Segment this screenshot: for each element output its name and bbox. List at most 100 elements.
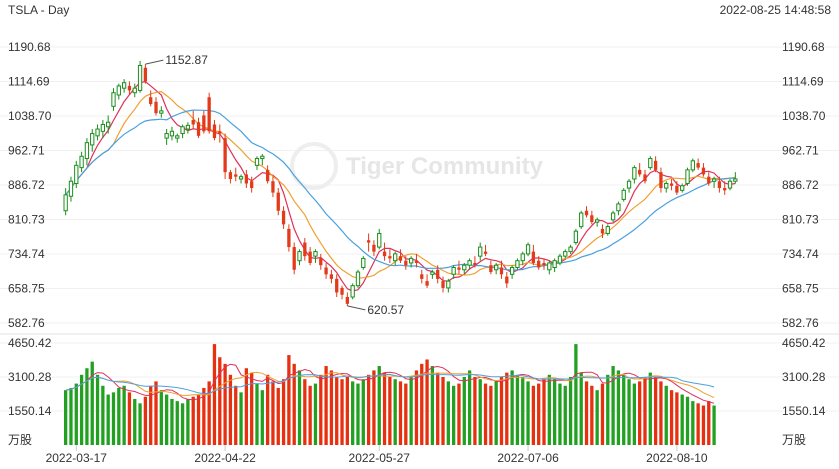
volume-tick-label-left: 4650.42 bbox=[8, 336, 52, 350]
candle-down bbox=[372, 240, 376, 257]
candle-body bbox=[74, 164, 79, 185]
volume-bar-down bbox=[643, 377, 647, 445]
volume-bar-down bbox=[319, 374, 323, 445]
volume-bar-up bbox=[133, 398, 137, 445]
volume-bar-up bbox=[138, 403, 142, 445]
price-tick-label-left: 1038.70 bbox=[8, 109, 52, 123]
candle-up bbox=[573, 228, 579, 245]
volume-bar-down bbox=[425, 359, 429, 445]
volume-bar-down bbox=[143, 396, 148, 445]
candle-up bbox=[254, 156, 260, 170]
candle-up bbox=[446, 278, 451, 293]
volume-bar-down bbox=[414, 370, 419, 445]
candle-down bbox=[420, 269, 424, 284]
candle-body bbox=[185, 124, 191, 130]
candle-body bbox=[505, 276, 509, 284]
price-tick-label-left: 1190.68 bbox=[8, 40, 51, 54]
volume-bar-up bbox=[606, 374, 610, 445]
candle-body bbox=[675, 185, 679, 193]
volume-bar-up bbox=[164, 394, 169, 445]
volume-bar-down bbox=[149, 385, 153, 445]
candle-body bbox=[287, 228, 291, 248]
candle-up bbox=[84, 138, 90, 166]
candle-body bbox=[494, 264, 499, 271]
candle-body bbox=[451, 267, 456, 275]
candle-body bbox=[701, 167, 706, 175]
candle-body bbox=[265, 169, 270, 182]
volume-ma5-line bbox=[65, 363, 715, 404]
candle-body bbox=[520, 253, 525, 262]
candle-down bbox=[340, 285, 344, 300]
volume-bar-up bbox=[632, 383, 637, 445]
candle-down bbox=[483, 244, 488, 257]
candle-down bbox=[127, 81, 132, 95]
candle-up bbox=[350, 283, 355, 300]
candle-body bbox=[196, 122, 201, 136]
candle-body bbox=[696, 163, 700, 168]
volume-bar-up bbox=[595, 390, 599, 445]
candle-body bbox=[271, 181, 275, 193]
volume-bar-down bbox=[127, 392, 132, 445]
date-tick-label: 2022-03-17 bbox=[46, 451, 108, 465]
candle-up bbox=[568, 244, 573, 254]
candle-body bbox=[159, 110, 164, 114]
candle-up bbox=[552, 258, 557, 273]
candle-down bbox=[499, 260, 504, 279]
candle-down bbox=[228, 169, 233, 184]
volume-bars bbox=[64, 344, 716, 445]
volume-bar-up bbox=[90, 361, 94, 445]
candle-down bbox=[202, 110, 206, 134]
volume-bar-down bbox=[335, 377, 339, 445]
candle-body bbox=[483, 251, 488, 254]
candle-body bbox=[441, 281, 445, 288]
candle-down bbox=[638, 163, 642, 177]
candle-down bbox=[382, 242, 387, 261]
candle-down bbox=[414, 253, 419, 268]
candle-up bbox=[547, 260, 552, 275]
candle-up bbox=[137, 60, 143, 93]
candle-body bbox=[207, 97, 211, 132]
candle-body bbox=[648, 158, 653, 169]
volume-bar-up bbox=[574, 344, 578, 445]
candle-up bbox=[467, 258, 472, 270]
candle-down bbox=[696, 158, 700, 170]
candle-body bbox=[680, 185, 685, 191]
volume-bar-up bbox=[467, 370, 472, 445]
candle-body bbox=[531, 251, 536, 263]
volume-bar-down bbox=[505, 372, 509, 445]
candle-down bbox=[223, 133, 227, 179]
volume-bar-up bbox=[627, 379, 631, 445]
volume-bar-up bbox=[64, 390, 68, 445]
candle-body bbox=[324, 267, 328, 275]
volume-bar-up bbox=[712, 405, 716, 445]
candle-up bbox=[79, 151, 84, 173]
candle-down bbox=[207, 92, 211, 134]
candle-body bbox=[537, 260, 541, 268]
candle-down bbox=[701, 163, 706, 177]
candle-up bbox=[579, 210, 584, 229]
volume-bar-up bbox=[361, 379, 365, 445]
watermark-text: Tiger Community bbox=[346, 153, 544, 180]
price-tick-label-right: 886.72 bbox=[782, 178, 819, 192]
price-tick-label-right: 658.75 bbox=[782, 282, 819, 296]
candle-up bbox=[90, 129, 95, 152]
candle-body bbox=[723, 188, 727, 191]
candle-down bbox=[276, 188, 280, 216]
candle-body bbox=[212, 124, 217, 139]
candle-body bbox=[84, 142, 90, 160]
candle-body bbox=[175, 135, 180, 139]
candle-body bbox=[457, 267, 461, 270]
volume-axis-left: 4650.42 3100.28 1550.14 万股 bbox=[8, 336, 52, 447]
candle-up bbox=[121, 79, 127, 93]
volume-bar-up bbox=[494, 381, 498, 445]
volume-bar-down bbox=[287, 355, 291, 445]
candle-down bbox=[324, 262, 328, 279]
volume-bar-up bbox=[616, 370, 621, 445]
candle-up bbox=[74, 160, 79, 189]
candle-up bbox=[132, 83, 137, 98]
candle-up bbox=[648, 156, 653, 170]
volume-bar-up bbox=[106, 394, 110, 445]
price-tick-label-left: 658.75 bbox=[8, 282, 45, 296]
candle-down bbox=[584, 206, 589, 218]
candle-up bbox=[733, 172, 738, 184]
